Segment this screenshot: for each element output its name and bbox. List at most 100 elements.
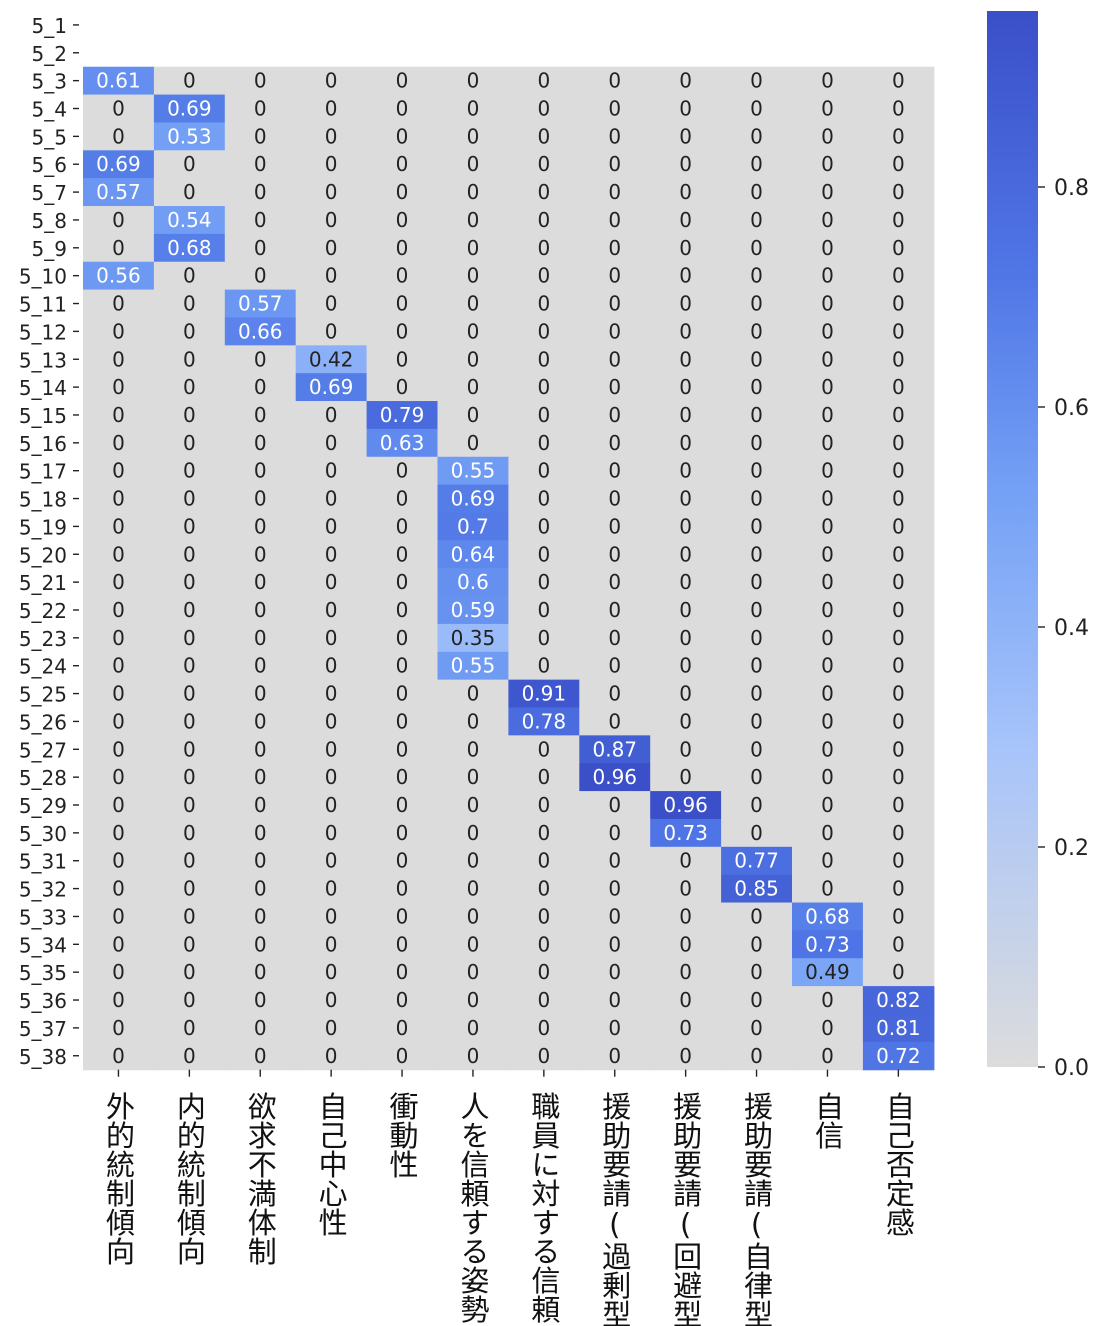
row-label: 5_20 (19, 543, 67, 567)
cell-value-label: 0 (254, 765, 267, 789)
row-label: 5_11 (19, 293, 67, 317)
heatmap-cell (295, 818, 368, 848)
heatmap-cell (366, 540, 439, 569)
heatmap-cell (437, 679, 509, 709)
heatmap-cell (153, 818, 226, 848)
heatmap-cell (83, 373, 155, 402)
cell-value-label: 0 (821, 1044, 834, 1068)
cell-value-label: 0 (183, 904, 196, 928)
heatmap-cell (862, 735, 935, 764)
cell-value-label: 0 (467, 849, 480, 873)
heatmap-cell (83, 930, 155, 959)
heatmap-cell (224, 1041, 297, 1071)
heatmap-cell (295, 484, 368, 514)
cell-value-label: 0 (254, 124, 267, 148)
heatmap-cell (792, 902, 864, 931)
cell-value-label: 0 (396, 292, 409, 316)
cell-value-label: 0 (112, 877, 125, 901)
cell-value-label: 0.57 (238, 292, 283, 316)
cell-value-label: 0 (396, 124, 409, 148)
heatmap-cell (650, 735, 722, 764)
cell-value-label: 0 (112, 514, 125, 538)
cell-value-label: 0 (750, 960, 763, 984)
row-label: 5_29 (19, 794, 67, 818)
heatmap-cell (366, 233, 439, 263)
heatmap-cell (721, 428, 793, 458)
cell-value-label: 0 (537, 514, 550, 538)
heatmap-cell (862, 345, 935, 374)
heatmap-cell (153, 122, 226, 151)
cell-value-label: 0 (467, 124, 480, 148)
cell-value-label: 0 (750, 69, 763, 93)
heatmap-cell (508, 1013, 580, 1043)
heatmap-cell (650, 94, 722, 124)
cell-value-label: 0 (183, 654, 196, 678)
cell-value-label: 0 (467, 152, 480, 176)
cell-value-label: 0 (467, 208, 480, 232)
heatmap-cell (650, 1041, 722, 1071)
heatmap-cell (579, 94, 651, 124)
heatmap-cell (650, 373, 722, 402)
heatmap-cell (508, 512, 580, 541)
heatmap-cell (650, 902, 722, 931)
heatmap-cell (721, 401, 793, 430)
cell-value-label: 0 (254, 459, 267, 483)
column-label: 援助要請(過剰型) (598, 1091, 632, 1326)
cell-value-label: 0 (679, 208, 692, 232)
cell-value-label: 0 (325, 877, 338, 901)
row-label: 5_26 (19, 710, 67, 734)
heatmap-cell (83, 345, 155, 374)
cell-value-label: 0 (396, 542, 409, 566)
cell-value-label: 0 (750, 236, 763, 260)
heatmap-cell (437, 512, 509, 541)
heatmap-cell (579, 958, 651, 987)
cell-value-label: 0 (821, 152, 834, 176)
row-label: 5_23 (19, 627, 67, 651)
cell-value-label: 0 (254, 347, 267, 371)
heatmap-cell (366, 568, 439, 597)
heatmap-cell (579, 596, 651, 625)
cell-value-label: 0 (183, 431, 196, 455)
heatmap-cell (508, 484, 580, 514)
heatmap-cell (650, 707, 722, 736)
heatmap-cell (721, 902, 793, 931)
heatmap-cell (508, 930, 580, 959)
cell-value-label: 0 (183, 765, 196, 789)
cell-value-label: 0 (325, 709, 338, 733)
cell-value-label: 0 (325, 236, 338, 260)
heatmap-cell (366, 345, 439, 374)
heatmap-cell (366, 623, 439, 653)
heatmap-cell (650, 206, 722, 235)
heatmap-cell (579, 66, 651, 96)
cell-value-label: 0 (537, 904, 550, 928)
cell-value-label: 0 (608, 152, 621, 176)
heatmap-cell (579, 1041, 651, 1071)
heatmap-cell (792, 512, 864, 541)
heatmap-cell (579, 623, 651, 653)
heatmap-cell (862, 596, 935, 625)
heatmap-cell (153, 735, 226, 764)
cell-value-label: 0 (537, 542, 550, 566)
heatmap-cell (295, 568, 368, 597)
heatmap-cell (83, 178, 155, 207)
heatmap-cell (224, 150, 297, 179)
heatmap-cell (224, 986, 297, 1015)
heatmap-cell (721, 233, 793, 263)
cell-value-label: 0 (608, 570, 621, 594)
cell-value-label: 0 (750, 682, 763, 706)
heatmap-cell (508, 1041, 580, 1071)
heatmap-cell (437, 317, 509, 346)
cell-value-label: 0 (537, 1044, 550, 1068)
heatmap-cell (650, 345, 722, 374)
cell-value-label: 0.61 (96, 69, 141, 93)
cell-value-label: 0 (183, 375, 196, 399)
heatmap-cell (295, 428, 368, 458)
heatmap-cell (437, 456, 509, 486)
row-label: 5_5 (32, 125, 67, 149)
heatmap-cell (83, 428, 155, 458)
cell-value-label: 0 (821, 793, 834, 817)
heatmap-cell (366, 707, 439, 736)
cell-value-label: 0 (892, 292, 905, 316)
cell-value-label: 0 (467, 793, 480, 817)
